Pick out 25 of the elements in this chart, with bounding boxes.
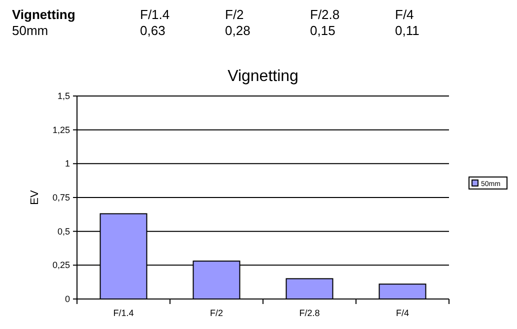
category-label: F/4 (395, 7, 414, 22)
category-label: F/2.8 (310, 7, 340, 22)
chart-title: Vignetting (12, 7, 76, 22)
x-tick-label: F/4 (396, 308, 410, 318)
y-tick-label: 0,75 (52, 192, 70, 202)
data-label: 0,15 (310, 23, 336, 38)
data-label: 0,28 (225, 23, 250, 38)
y-tick-label: 0,5 (57, 226, 70, 236)
y-axis-title: EV (29, 190, 41, 205)
x-tick-label: F/1.4 (113, 308, 134, 318)
data-label: 0,11 (395, 23, 420, 38)
x-tick-label: F/2.8 (299, 308, 320, 318)
y-tick-label: 1,5 (57, 91, 70, 101)
y-tick-label: 1,25 (52, 124, 70, 135)
bar (286, 278, 334, 300)
x-tick-label: F/2 (210, 308, 224, 318)
y-tick-label: 1 (64, 158, 70, 169)
chart-title: Vignetting (228, 68, 298, 85)
text: 50mm (12, 23, 48, 38)
y-tick-label: 0,25 (52, 260, 70, 270)
y-tick-label: 0 (64, 294, 70, 304)
category-label: F/2 (225, 7, 244, 22)
data-label: 0,63 (140, 23, 166, 38)
category-label: F/1.4 (140, 7, 170, 22)
bar (378, 284, 426, 300)
